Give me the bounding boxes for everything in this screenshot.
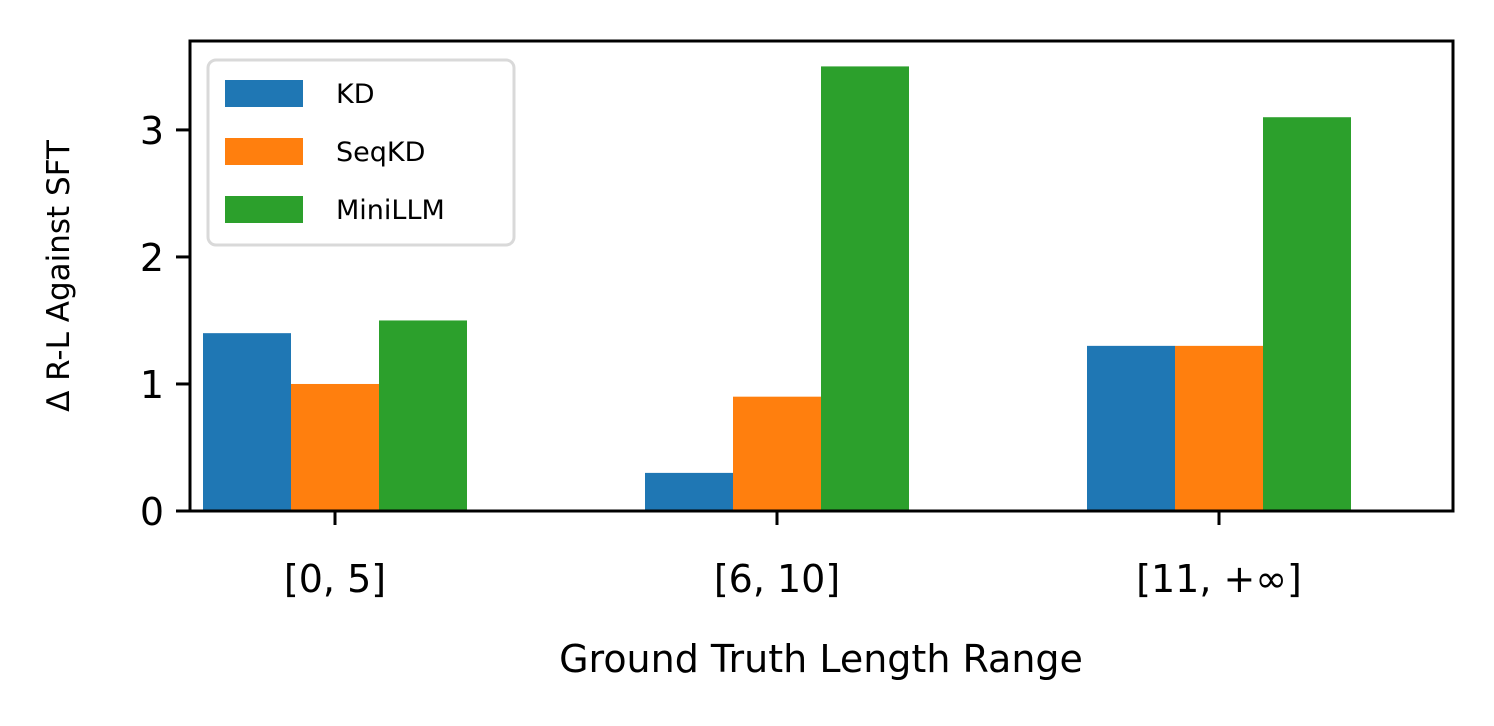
x-axis: [0, 5] [6, 10] [11, +∞] — [284, 511, 1302, 601]
legend-label-kd: KD — [336, 79, 375, 110]
x-tick-label: [0, 5] — [284, 557, 386, 601]
legend-label-seqkd: SeqKD — [336, 137, 425, 168]
y-tick-label: 3 — [140, 109, 164, 153]
bar-kd-3 — [1087, 345, 1175, 511]
bar-minillm-3 — [1263, 117, 1351, 511]
x-axis-label: Ground Truth Length Range — [559, 637, 1083, 681]
bar-minillm-2 — [821, 66, 909, 512]
bar-minillm-1 — [379, 320, 467, 511]
legend-swatch-minillm — [225, 196, 303, 223]
legend-swatch-seqkd — [225, 138, 303, 165]
legend-swatch-kd — [225, 80, 303, 107]
bar-seqkd-2 — [733, 396, 821, 511]
legend-label-minillm: MiniLLM — [336, 195, 445, 226]
plot-frame — [188, 39, 1455, 513]
y-tick-label: 2 — [140, 236, 164, 280]
y-axis-label: Δ R-L Against SFT — [41, 139, 77, 412]
bar-kd-2 — [645, 472, 733, 511]
x-tick-label: [6, 10] — [714, 557, 840, 601]
y-tick-label: 0 — [140, 490, 164, 534]
bars-group — [203, 66, 1351, 512]
x-tick-label: [11, +∞] — [1136, 557, 1302, 601]
bar-seqkd-1 — [291, 383, 379, 511]
bar-seqkd-3 — [1175, 345, 1263, 511]
y-tick-label: 1 — [140, 363, 164, 407]
y-axis: 0 1 2 3 — [140, 109, 190, 534]
bar-kd-1 — [203, 333, 291, 511]
legend: KD SeqKD MiniLLM — [206, 58, 516, 247]
